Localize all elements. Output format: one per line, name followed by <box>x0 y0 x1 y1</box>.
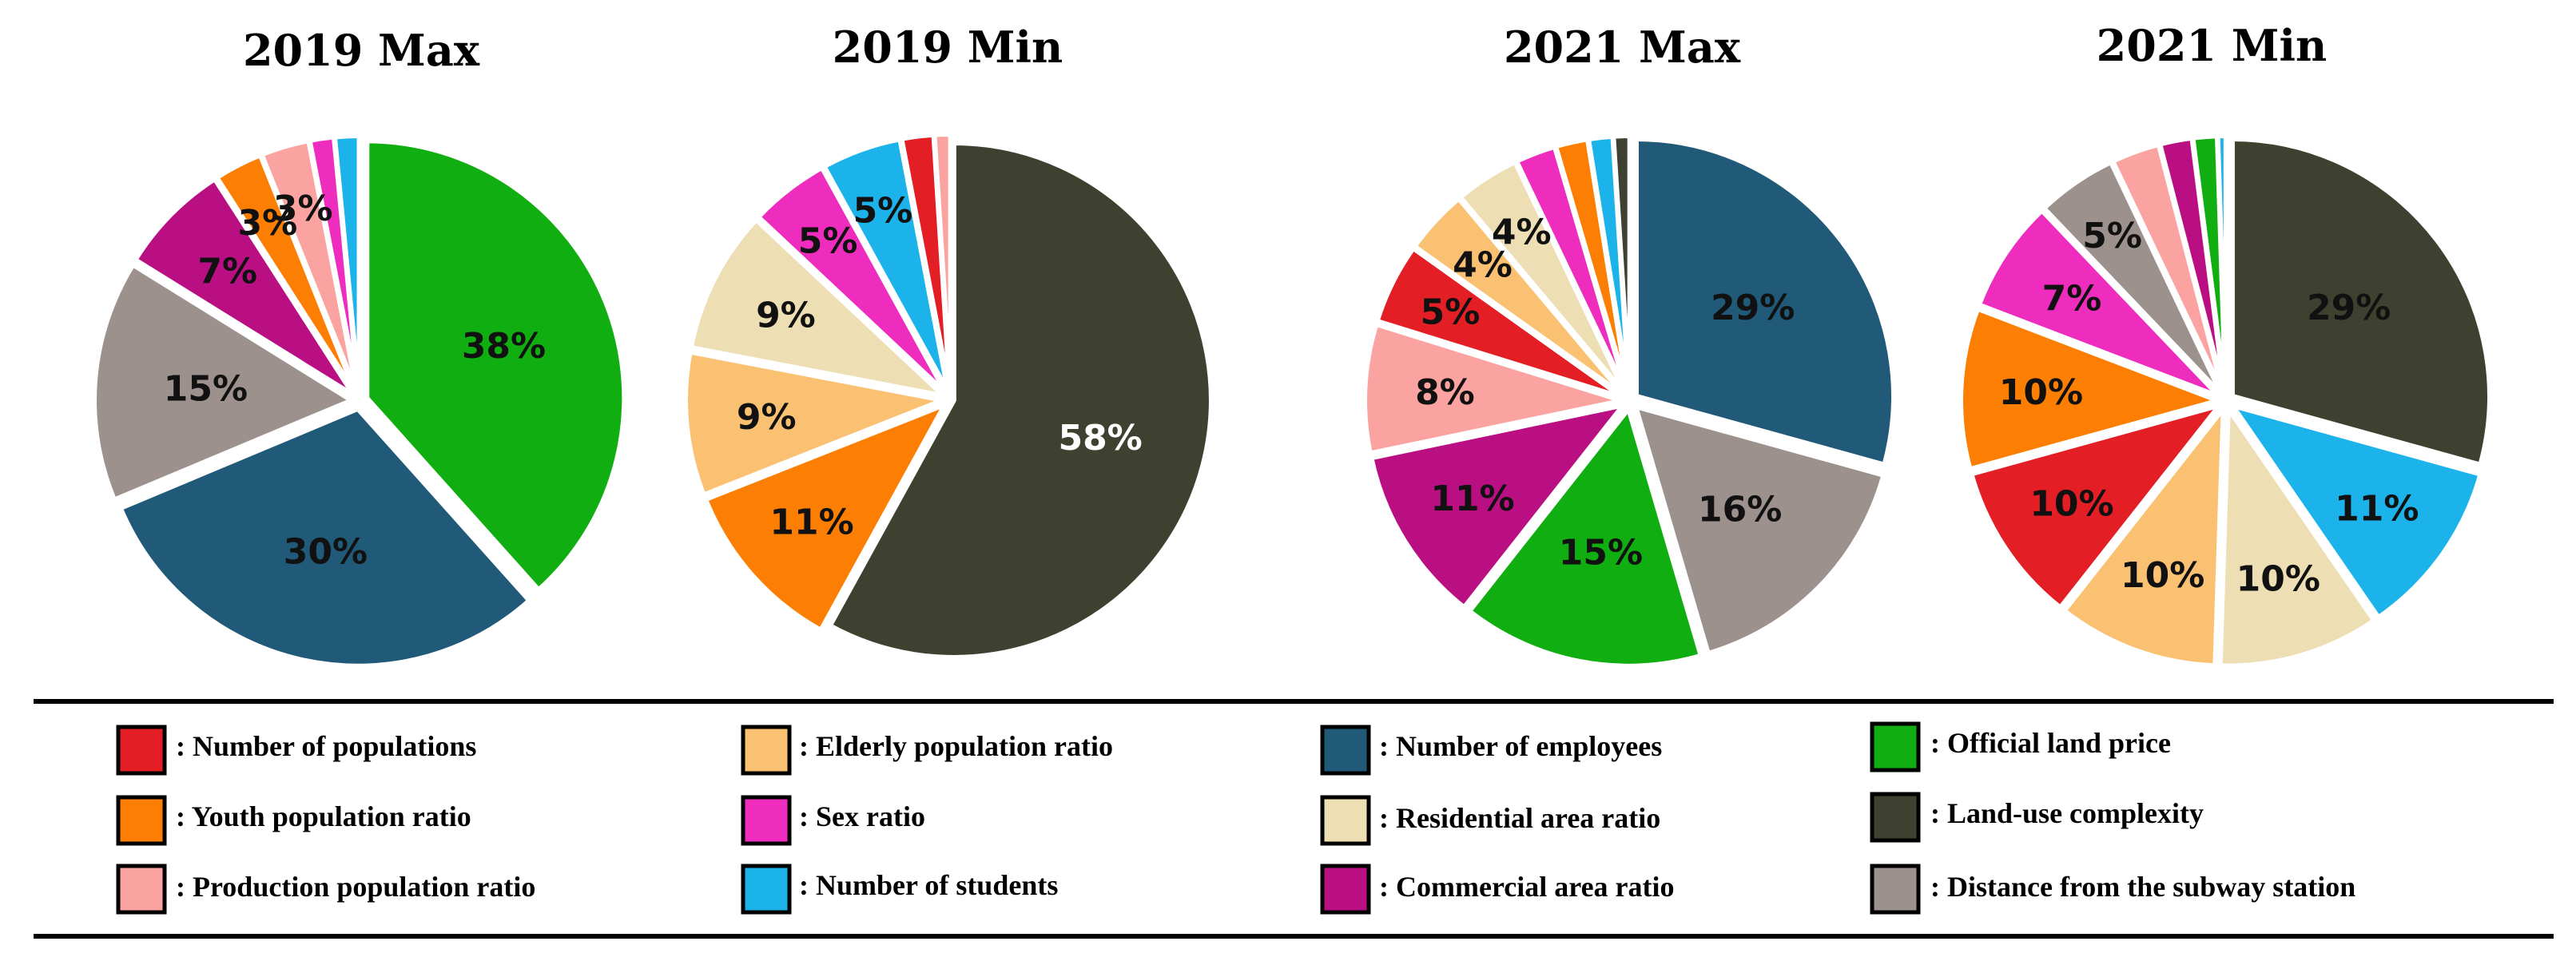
pie-2021-max: 2021 Max 29% 16% 15% 11% 8% 5% 4%4% <box>1362 22 1896 669</box>
pie-2019-min: 2019 Min 58% 11% 9% 9% 5%5% <box>683 22 1214 660</box>
pie-slice <box>932 132 953 395</box>
slice-data-label: 8% <box>1415 372 1475 413</box>
legend-swatch <box>741 795 792 846</box>
legend-item: : Distance from the subway station <box>1870 864 2355 915</box>
pie-slice <box>1633 404 1886 656</box>
legend-item: : Residential area ratio <box>1320 795 1660 846</box>
slice-data-label: 7% <box>197 251 257 292</box>
pie-slice <box>332 133 362 396</box>
pie-title: 2021 Max <box>1504 22 1741 73</box>
legend-item: : Land-use complexity <box>1870 792 2204 843</box>
pie-slice <box>1976 208 2222 399</box>
slice-data-label: 5% <box>853 191 913 232</box>
pie-title: 2019 Min <box>833 22 1063 73</box>
pie-slice <box>2217 406 2377 669</box>
pie-2019-max: 2019 Max 38% 30% 15% 7% 3%3% <box>92 25 627 669</box>
legend-label: : Number of employees <box>1379 730 1662 762</box>
legend-item: : Elderly population ratio <box>741 725 1113 776</box>
slice-data-label: 10% <box>2121 555 2204 596</box>
pie-slice <box>117 406 532 669</box>
legend-label: : Official land price <box>1930 727 2171 759</box>
pie-title: 2021 Min <box>2097 20 2328 71</box>
pie-slice <box>2230 403 2483 621</box>
slice-data-label: 15% <box>164 369 248 410</box>
pie-slice <box>827 140 1214 660</box>
slice-data-label: 10% <box>1999 372 2083 413</box>
pie-slice <box>1362 321 1625 456</box>
pie-slice <box>1369 403 1626 610</box>
pie-slice <box>1467 406 1703 669</box>
pie-slice <box>1958 306 2221 472</box>
legend-label: : Commercial area ratio <box>1379 871 1675 903</box>
legend-label: : Land-use complexity <box>1930 797 2204 829</box>
legend-swatch <box>116 795 167 846</box>
slice-data-label: 58% <box>1058 418 1142 459</box>
legend-label: : Youth population ratio <box>176 800 471 832</box>
slice-data-label: 29% <box>2307 288 2391 328</box>
slice-data-label: 10% <box>2029 483 2113 524</box>
slice-data-label: 38% <box>462 326 546 367</box>
slice-data-label: 7% <box>2042 279 2102 320</box>
legend-swatch <box>741 725 792 776</box>
legend-label: : Number of students <box>799 869 1058 901</box>
slice-data-label: 16% <box>1698 490 1782 530</box>
pie-slice <box>364 138 627 593</box>
slice-data-label: 3% <box>273 189 333 229</box>
pie-slice <box>683 349 946 498</box>
slice-data-label: 30% <box>284 531 368 572</box>
legend-swatch <box>1870 864 1921 915</box>
pie-slice <box>2215 133 2228 396</box>
legend-swatch <box>116 725 167 776</box>
slice-data-label: 11% <box>2335 488 2419 529</box>
slice-data-label: 4% <box>1453 245 1513 286</box>
legend-label: : Number of populations <box>176 730 476 762</box>
legend-item: : Number of students <box>741 864 1058 915</box>
slice-data-label: 5% <box>798 221 858 262</box>
legend-swatch <box>1320 725 1371 776</box>
pie-slice <box>2229 136 2492 467</box>
pie-slice <box>1969 403 2222 610</box>
pie-slice <box>688 217 947 399</box>
slice-data-label: 9% <box>756 296 816 336</box>
legend-item: : Sex ratio <box>741 795 925 846</box>
legend-label: : Distance from the subway station <box>1930 871 2355 903</box>
pie-slice <box>703 402 948 633</box>
pie-slice <box>1633 136 1896 467</box>
pie-slice <box>2061 406 2226 669</box>
pie-2021-min: 2021 Min 29%11%10%10%10%10%7%5% <box>1958 20 2492 669</box>
legend-item: : Number of populations <box>116 725 476 776</box>
slice-data-label: 4% <box>1492 212 1552 253</box>
legend-swatch <box>1870 721 1921 772</box>
legend-label: : Sex ratio <box>799 800 925 832</box>
pie-slice <box>133 177 356 398</box>
slice-data-label: 3% <box>238 203 298 244</box>
legend-label: : Production population ratio <box>176 871 535 903</box>
pie-slice <box>1611 133 1632 396</box>
legend-swatch <box>1320 795 1371 846</box>
slice-data-label: 5% <box>1421 292 1481 332</box>
legend: : Number of populations : Elderly popula… <box>116 721 2355 915</box>
pie-slice <box>756 165 948 396</box>
slice-data-label: 11% <box>769 502 853 542</box>
pie-title: 2019 Max <box>243 25 480 76</box>
slice-data-label: 11% <box>1430 479 1514 519</box>
slice-data-label: 5% <box>2082 216 2142 256</box>
legend-label: : Elderly population ratio <box>799 730 1113 762</box>
slice-data-label: 15% <box>1559 533 1643 574</box>
legend-label: : Residential area ratio <box>1379 802 1660 834</box>
pie-slice <box>92 262 355 502</box>
legend-item: : Number of employees <box>1320 725 1662 776</box>
legend-item: : Production population ratio <box>116 864 535 915</box>
legend-swatch <box>1320 864 1371 915</box>
slice-data-label: 9% <box>737 397 797 438</box>
legend-swatch <box>1870 792 1921 843</box>
legend-swatch <box>741 864 792 915</box>
legend-item: : Commercial area ratio <box>1320 864 1675 915</box>
legend-swatch <box>116 864 167 915</box>
legend-item: : Official land price <box>1870 721 2171 772</box>
legend-item: : Youth population ratio <box>116 795 471 846</box>
slice-data-label: 29% <box>1711 288 1795 328</box>
slice-data-label: 10% <box>2236 558 2320 599</box>
